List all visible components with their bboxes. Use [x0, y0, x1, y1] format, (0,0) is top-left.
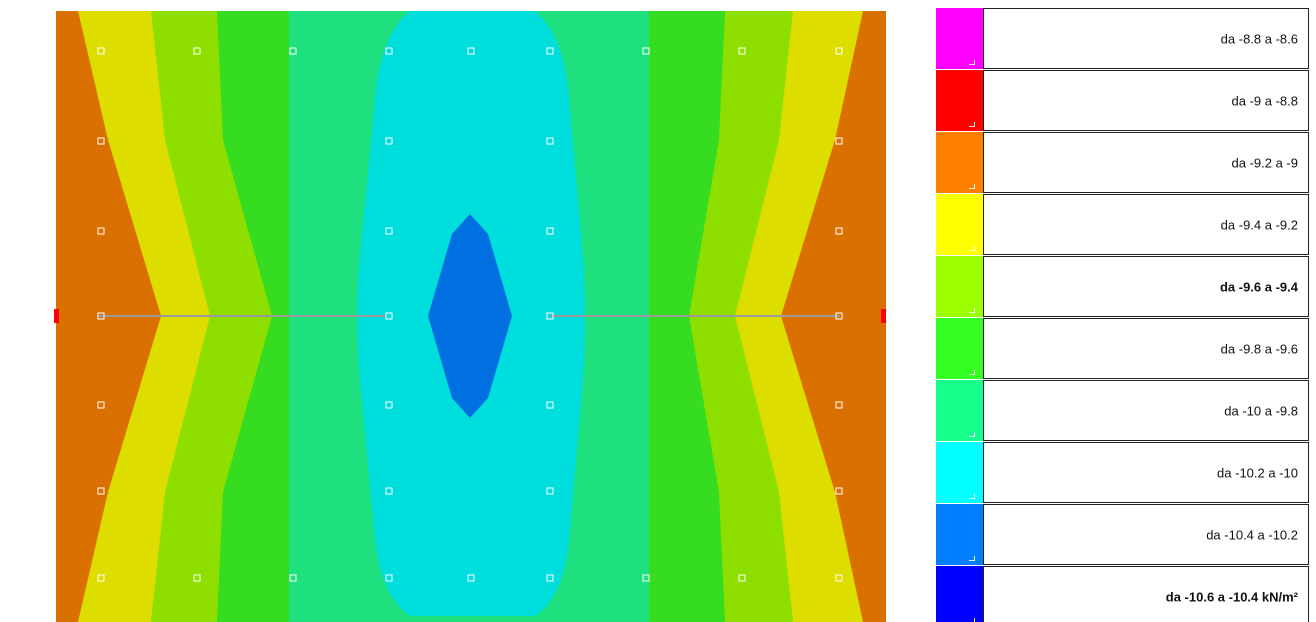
mesh-node — [467, 47, 475, 55]
legend-label-cell: da -9 a -8.8 — [984, 70, 1309, 131]
legend-swatch-corner-mark — [969, 556, 975, 561]
mesh-node — [97, 312, 105, 320]
legend-swatch-corner-mark — [969, 370, 975, 375]
legend-label: da -8.8 a -8.6 — [1220, 31, 1298, 46]
contour-plot — [54, 11, 886, 622]
mesh-node — [97, 47, 105, 55]
legend-row: da -9.4 a -9.2 — [936, 194, 1310, 256]
legend-swatch — [936, 442, 984, 503]
legend-swatch-corner-mark — [969, 60, 975, 65]
legend-swatch-corner-mark — [969, 308, 975, 313]
legend-label: da -10.2 a -10 — [1217, 465, 1298, 480]
legend-swatch — [936, 256, 984, 317]
legend-label: da -10 a -9.8 — [1224, 403, 1298, 418]
mesh-node — [385, 401, 393, 409]
legend-swatch — [936, 8, 984, 69]
legend-label: da -9.8 a -9.6 — [1220, 341, 1298, 356]
legend-swatch — [936, 380, 984, 441]
legend-swatch-corner-mark — [969, 618, 975, 622]
legend-swatch — [936, 566, 984, 622]
legend-row: da -10 a -9.8 — [936, 380, 1310, 442]
legend-swatch-corner-mark — [969, 494, 975, 499]
mesh-node — [546, 312, 554, 320]
mesh-node — [97, 574, 105, 582]
legend-swatch — [936, 132, 984, 193]
legend-label-cell: da -10.6 a -10.4 kN/m² — [984, 566, 1309, 622]
legend-label: da -9 a -8.8 — [1231, 93, 1299, 108]
mesh-node — [289, 47, 297, 55]
mesh-node — [835, 227, 843, 235]
mesh-node — [738, 574, 746, 582]
legend-row: da -10.4 a -10.2 — [936, 504, 1310, 566]
legend-label: da -9.2 a -9 — [1231, 155, 1299, 170]
mesh-node — [97, 227, 105, 235]
mesh-node — [97, 137, 105, 145]
legend-row: da -9.8 a -9.6 — [936, 318, 1310, 380]
legend-label: da -9.4 a -9.2 — [1220, 217, 1298, 232]
legend-label-cell: da -9.8 a -9.6 — [984, 318, 1309, 379]
mesh-node — [97, 487, 105, 495]
mesh-node — [193, 47, 201, 55]
legend-row: da -10.2 a -10 — [936, 442, 1310, 504]
mesh-node — [546, 227, 554, 235]
mesh-node — [546, 401, 554, 409]
mesh-node — [385, 487, 393, 495]
mesh-node — [835, 487, 843, 495]
mesh-node — [738, 47, 746, 55]
left-support-marker — [54, 309, 59, 323]
legend-swatch — [936, 504, 984, 565]
legend-label: da -9.6 a -9.4 — [1219, 279, 1298, 294]
legend-row: da -9.2 a -9 — [936, 132, 1310, 194]
legend-label-cell: da -10.2 a -10 — [984, 442, 1309, 503]
legend-label: da -10.4 a -10.2 — [1206, 527, 1298, 542]
right-support-marker — [881, 309, 886, 323]
mesh-node — [835, 574, 843, 582]
legend-swatch-corner-mark — [969, 432, 975, 437]
mesh-node — [642, 47, 650, 55]
mesh-node — [546, 137, 554, 145]
mesh-node — [546, 574, 554, 582]
mesh-node — [835, 312, 843, 320]
legend-label-cell: da -9.2 a -9 — [984, 132, 1309, 193]
mesh-node — [642, 574, 650, 582]
legend-row: da -9 a -8.8 — [936, 70, 1310, 132]
legend-label-cell: da -9.6 a -9.4 — [984, 256, 1309, 317]
mesh-node — [385, 137, 393, 145]
legend-label-cell: da -10.4 a -10.2 — [984, 504, 1309, 565]
legend-label: da -10.6 a -10.4 kN/m² — [1165, 589, 1298, 604]
legend-label-cell: da -8.8 a -8.6 — [984, 8, 1309, 69]
mesh-node — [835, 137, 843, 145]
mesh-node — [385, 574, 393, 582]
legend-row: da -10.6 a -10.4 kN/m² — [936, 566, 1310, 622]
mesh-node — [467, 574, 475, 582]
mesh-node — [546, 487, 554, 495]
mesh-node — [546, 47, 554, 55]
mesh-node — [835, 401, 843, 409]
mesh-node — [385, 227, 393, 235]
mesh-node — [385, 47, 393, 55]
legend-swatch-corner-mark — [969, 122, 975, 127]
legend-swatch — [936, 318, 984, 379]
legend-swatch — [936, 70, 984, 131]
contour-legend: da -8.8 a -8.6 da -9 a -8.8 da -9.2 a -9 da… — [936, 8, 1310, 622]
band-azure — [428, 214, 512, 418]
legend-swatch-corner-mark — [969, 246, 975, 251]
legend-row: da -9.6 a -9.4 — [936, 256, 1310, 318]
legend-label-cell: da -10 a -9.8 — [984, 380, 1309, 441]
mesh-node — [289, 574, 297, 582]
legend-swatch-corner-mark — [969, 184, 975, 189]
legend-swatch — [936, 194, 984, 255]
legend-row: da -8.8 a -8.6 — [936, 8, 1310, 70]
mesh-node — [385, 312, 393, 320]
legend-label-cell: da -9.4 a -9.2 — [984, 194, 1309, 255]
mesh-nodes — [97, 47, 843, 582]
mesh-node — [193, 574, 201, 582]
mesh-node — [97, 401, 105, 409]
mesh-node — [835, 47, 843, 55]
